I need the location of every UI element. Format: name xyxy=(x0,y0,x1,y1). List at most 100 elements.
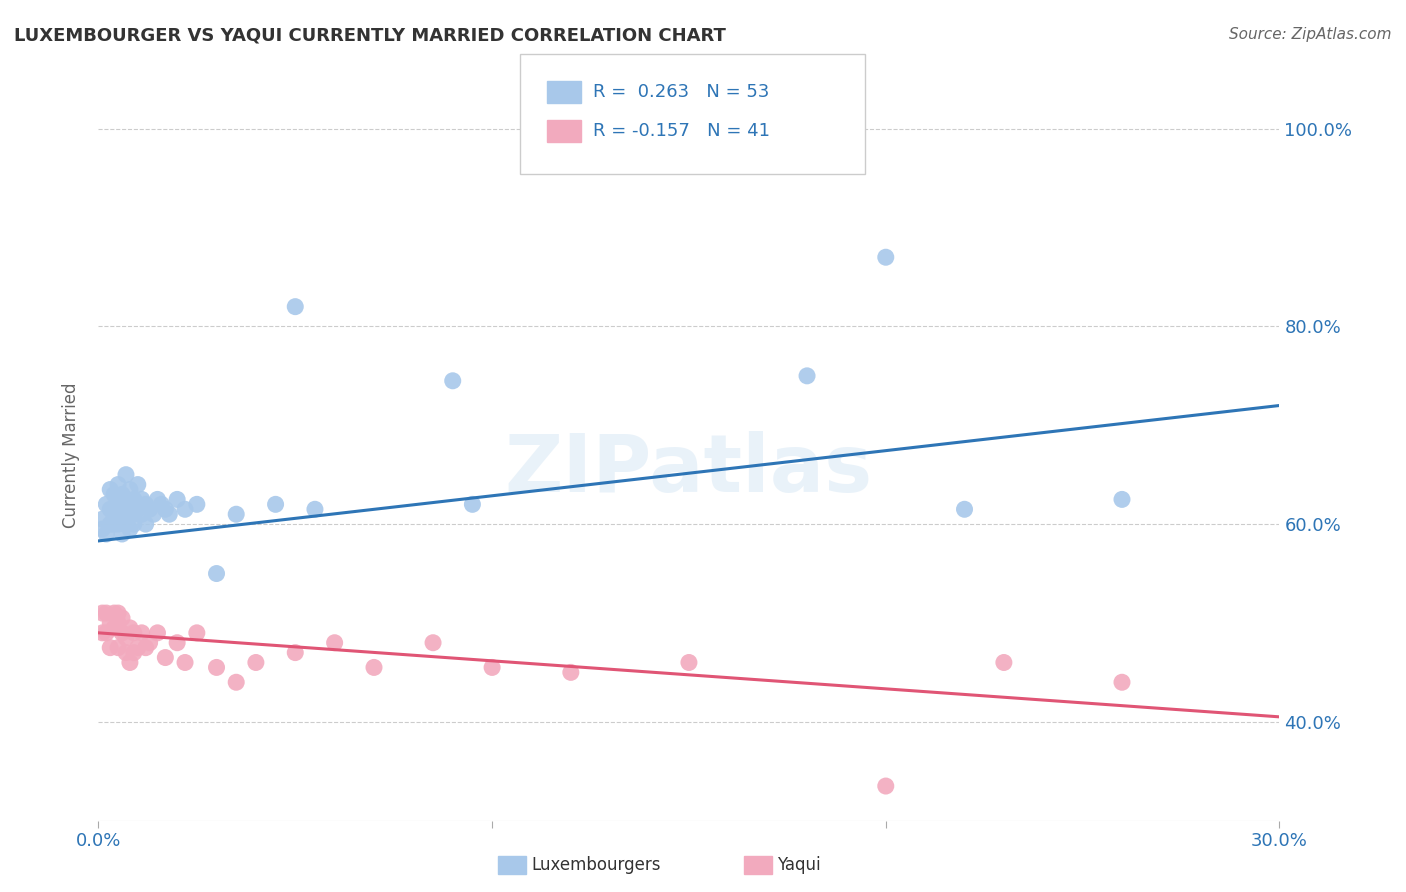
Point xyxy=(91,625,114,640)
Point xyxy=(166,636,188,650)
Point xyxy=(131,492,153,507)
Point xyxy=(186,625,208,640)
Point xyxy=(118,656,141,670)
Point xyxy=(118,483,141,497)
Point xyxy=(1111,675,1133,690)
Point xyxy=(115,497,138,511)
Point xyxy=(284,646,307,660)
Point xyxy=(155,650,177,665)
Point xyxy=(115,467,138,482)
Point xyxy=(111,527,134,541)
Point xyxy=(111,611,134,625)
Point xyxy=(422,636,444,650)
Point xyxy=(142,507,165,521)
Point xyxy=(155,502,177,516)
Point xyxy=(122,646,145,660)
Point xyxy=(993,656,1015,670)
Point xyxy=(118,522,141,536)
Point xyxy=(122,507,145,521)
Point xyxy=(481,660,503,674)
Point xyxy=(304,502,326,516)
Point xyxy=(111,625,134,640)
Point xyxy=(103,487,125,501)
Point xyxy=(103,606,125,620)
Text: R = -0.157   N = 41: R = -0.157 N = 41 xyxy=(593,122,770,140)
Point xyxy=(118,497,141,511)
Point xyxy=(122,492,145,507)
Point xyxy=(363,660,385,674)
Point xyxy=(122,517,145,532)
Point xyxy=(225,507,247,521)
Text: Luxembourgers: Luxembourgers xyxy=(531,856,661,874)
Point xyxy=(115,646,138,660)
Point xyxy=(135,497,157,511)
Point xyxy=(98,517,121,532)
Point xyxy=(107,640,129,655)
Point xyxy=(107,517,129,532)
Point xyxy=(96,606,118,620)
Point xyxy=(441,374,464,388)
Point xyxy=(98,615,121,630)
Point xyxy=(131,507,153,521)
Point xyxy=(135,517,157,532)
Point xyxy=(96,527,118,541)
Point xyxy=(135,640,157,655)
Point xyxy=(678,656,700,670)
Point xyxy=(166,492,188,507)
Point xyxy=(796,368,818,383)
Point xyxy=(98,502,121,516)
Point xyxy=(146,625,169,640)
Point xyxy=(91,522,114,536)
Point xyxy=(461,497,484,511)
Point xyxy=(186,497,208,511)
Point xyxy=(115,507,138,521)
Point xyxy=(111,507,134,521)
Point xyxy=(127,477,149,491)
Point xyxy=(284,300,307,314)
Text: LUXEMBOURGER VS YAQUI CURRENTLY MARRIED CORRELATION CHART: LUXEMBOURGER VS YAQUI CURRENTLY MARRIED … xyxy=(14,27,725,45)
Text: ZIPatlas: ZIPatlas xyxy=(505,431,873,508)
Point xyxy=(118,621,141,635)
Point xyxy=(115,631,138,645)
Point xyxy=(107,502,129,516)
Point xyxy=(150,497,173,511)
Point xyxy=(107,492,129,507)
Point xyxy=(875,250,897,264)
Point xyxy=(953,502,976,516)
Point xyxy=(103,517,125,532)
Point xyxy=(127,640,149,655)
Point xyxy=(122,625,145,640)
Point xyxy=(127,502,149,516)
Y-axis label: Currently Married: Currently Married xyxy=(62,382,80,528)
Point xyxy=(107,615,129,630)
Point xyxy=(1111,492,1133,507)
Point xyxy=(146,492,169,507)
Point xyxy=(103,507,125,521)
Point xyxy=(98,483,121,497)
Point xyxy=(560,665,582,680)
Point xyxy=(91,606,114,620)
Point xyxy=(138,502,160,516)
Point xyxy=(157,507,180,521)
Text: R =  0.263   N = 53: R = 0.263 N = 53 xyxy=(593,83,769,101)
Point xyxy=(115,517,138,532)
Point xyxy=(107,606,129,620)
Point xyxy=(96,625,118,640)
Point xyxy=(91,512,114,526)
Point xyxy=(98,640,121,655)
Text: Yaqui: Yaqui xyxy=(778,856,821,874)
Text: Source: ZipAtlas.com: Source: ZipAtlas.com xyxy=(1229,27,1392,42)
Point xyxy=(205,660,228,674)
Point xyxy=(103,621,125,635)
Point xyxy=(205,566,228,581)
Point xyxy=(245,656,267,670)
Point xyxy=(875,779,897,793)
Point xyxy=(131,625,153,640)
Point xyxy=(174,502,197,516)
Point xyxy=(138,636,160,650)
Point xyxy=(174,656,197,670)
Point xyxy=(96,497,118,511)
Point xyxy=(323,636,346,650)
Point xyxy=(264,497,287,511)
Point xyxy=(107,477,129,491)
